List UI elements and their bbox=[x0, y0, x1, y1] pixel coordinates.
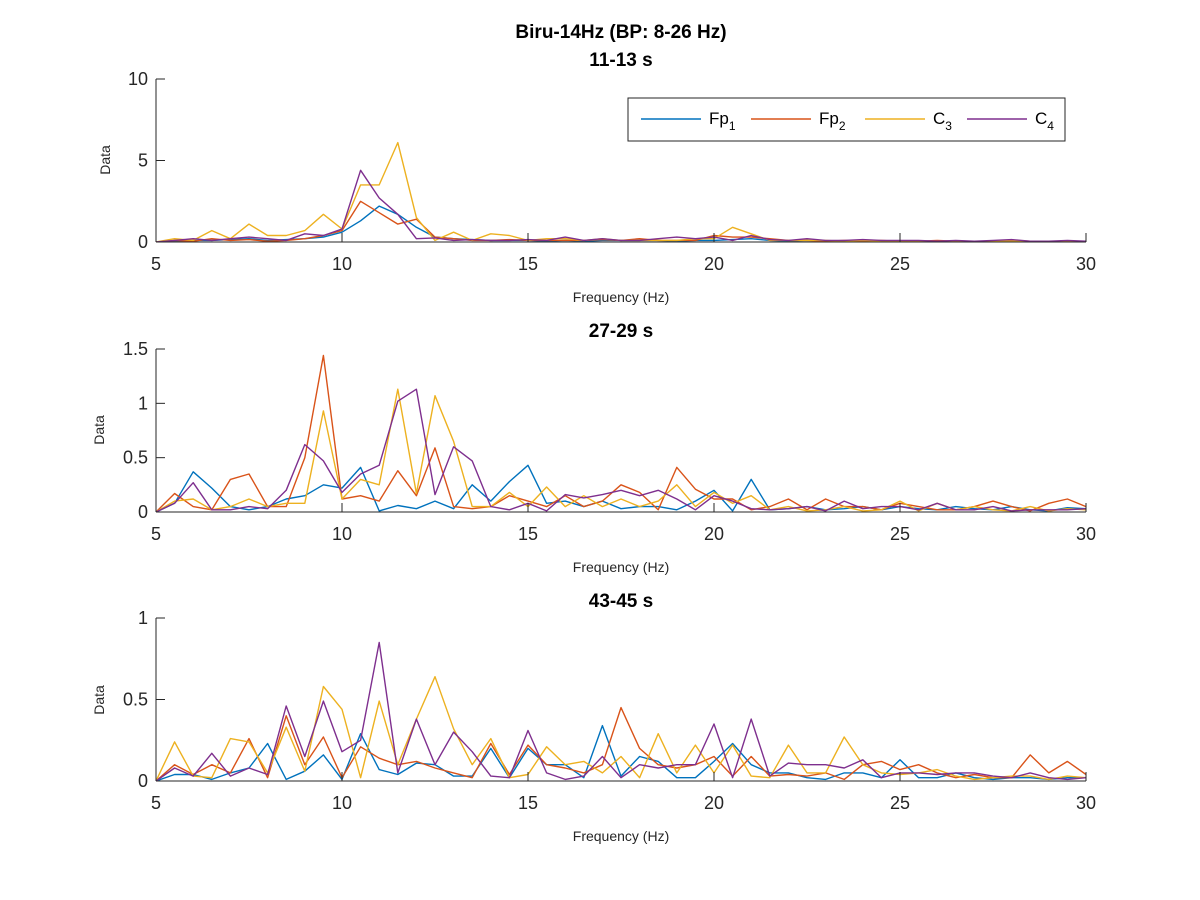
subplot-1: 11-13 s Frequency (Hz) Data 5 10 15 20 25 30 0… bbox=[97, 50, 1096, 305]
subplot-3: 43-45 s Frequency (Hz) Data 5 10 15 20 25 300… bbox=[91, 591, 1096, 844]
x-tick-label: 30 bbox=[1076, 524, 1096, 544]
subplot-2: 27-29 s Frequency (Hz) Data 5 10 15 20 25 300… bbox=[91, 321, 1096, 575]
y-tick-label: 1 bbox=[138, 393, 148, 413]
series-line-fp2 bbox=[156, 354, 1086, 512]
subplot-3-ylabel: Data bbox=[91, 685, 107, 715]
x-tick-label: 20 bbox=[704, 254, 724, 274]
x-tick-label: 5 bbox=[151, 524, 161, 544]
y-tick-label: 1 bbox=[138, 608, 148, 628]
x-tick-label: 30 bbox=[1076, 793, 1096, 813]
subplot-3-series-group bbox=[156, 641, 1086, 781]
subplot-2-xlabel: Frequency (Hz) bbox=[573, 559, 669, 575]
x-tick-label: 25 bbox=[890, 524, 910, 544]
subplot-1-title: 11-13 s bbox=[589, 50, 652, 71]
y-tick-label: 0 bbox=[138, 232, 148, 252]
y-tick-label: 1.5 bbox=[123, 339, 148, 359]
series-line-fp1 bbox=[156, 464, 1086, 512]
x-tick-label: 25 bbox=[890, 793, 910, 813]
subplot-3-title: 43-45 s bbox=[589, 591, 653, 612]
y-tick-label: 10 bbox=[128, 69, 148, 89]
series-line-c4 bbox=[156, 641, 1086, 781]
subplot-1-xlabel: Frequency (Hz) bbox=[573, 289, 669, 305]
y-tick-label: 0 bbox=[138, 502, 148, 522]
x-tick-label: 15 bbox=[518, 524, 538, 544]
x-tick-label: 20 bbox=[704, 524, 724, 544]
series-line-fp1 bbox=[156, 724, 1086, 781]
x-tick-label: 30 bbox=[1076, 254, 1096, 274]
series-line-c3 bbox=[156, 676, 1086, 781]
subplot-2-ylabel: Data bbox=[91, 415, 107, 445]
subplot-2-title: 27-29 s bbox=[589, 321, 653, 342]
x-tick-label: 10 bbox=[332, 524, 352, 544]
legend-entry: Fp1 bbox=[709, 109, 736, 133]
series-line-c4 bbox=[156, 169, 1086, 242]
x-tick-label: 15 bbox=[518, 254, 538, 274]
subplot-3-xlabel: Frequency (Hz) bbox=[573, 828, 669, 844]
series-line-fp2 bbox=[156, 706, 1086, 781]
legend-entry: C3 bbox=[933, 109, 952, 133]
y-tick-label: 5 bbox=[138, 151, 148, 171]
series-line-fp2 bbox=[156, 200, 1086, 242]
x-tick-label: 10 bbox=[332, 254, 352, 274]
subplot-1-series-group bbox=[156, 141, 1086, 242]
x-tick-label: 15 bbox=[518, 793, 538, 813]
legend-entry: Fp2 bbox=[819, 109, 846, 133]
series-line-c3 bbox=[156, 388, 1086, 512]
series-line-c4 bbox=[156, 388, 1086, 512]
subplot-2-series-group bbox=[156, 354, 1086, 512]
x-tick-label: 25 bbox=[890, 254, 910, 274]
x-tick-label: 5 bbox=[151, 254, 161, 274]
subplot-1-ylabel: Data bbox=[97, 145, 113, 175]
figure-title: Biru-14Hz (BP: 8-26 Hz) bbox=[515, 22, 726, 43]
legend: Fp1 Fp2 C3 C4 bbox=[627, 97, 1066, 142]
legend-entry: C4 bbox=[1035, 109, 1054, 133]
y-tick-label: 0.5 bbox=[123, 448, 148, 468]
y-tick-label: 0 bbox=[138, 771, 148, 791]
series-line-c3 bbox=[156, 141, 1086, 242]
x-tick-label: 5 bbox=[151, 793, 161, 813]
x-tick-label: 20 bbox=[704, 793, 724, 813]
y-tick-label: 0.5 bbox=[123, 690, 148, 710]
x-tick-label: 10 bbox=[332, 793, 352, 813]
